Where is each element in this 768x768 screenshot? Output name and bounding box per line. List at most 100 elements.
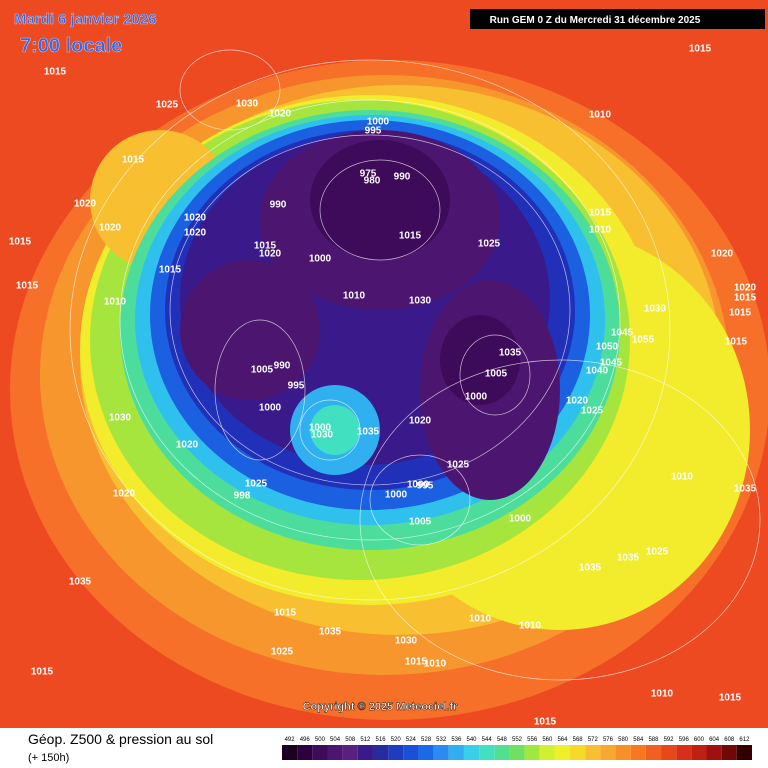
isobar-label: 1015	[399, 231, 422, 242]
isobar-label: 1030	[109, 413, 132, 424]
isobar-label: 1040	[586, 366, 609, 377]
isobar-label: 1050	[596, 342, 619, 353]
colorbar-cell	[418, 745, 434, 760]
isobar-label: 1015	[274, 608, 297, 619]
isobar-label: 1020	[74, 199, 97, 210]
colorbar-cell	[372, 745, 389, 760]
colorbar-label: 528	[421, 737, 432, 743]
isobar-label: 1000	[367, 117, 390, 128]
colorbar-label: 604	[709, 737, 720, 743]
colorbar-cell	[615, 745, 631, 760]
colorbar-cell	[554, 745, 571, 760]
colorbar-cell	[630, 745, 646, 760]
isobar-label: 995	[417, 481, 434, 492]
colorbar-label: 532	[436, 737, 447, 743]
isobar-label: 1015	[734, 293, 757, 304]
isobar-label: 1005	[485, 369, 508, 380]
colorbar-cell	[312, 745, 328, 760]
colorbar-cell	[448, 745, 464, 760]
time: 7:00 locale	[20, 35, 122, 57]
isobar-label: 1035	[734, 484, 757, 495]
isobar-label: 1010	[589, 110, 612, 121]
isobar-label: 1000	[259, 403, 282, 414]
copyright-box: Copyright © 2025 Meteociel.fr	[302, 701, 459, 713]
isobar-label: 1015	[589, 208, 612, 219]
isobar-label: 1010	[104, 297, 127, 308]
isobar-label: 1015	[9, 237, 32, 248]
colorbar-cell	[509, 745, 525, 760]
colorbar-cell	[494, 745, 510, 760]
isobar-label: 1045	[611, 328, 634, 339]
copyright: Copyright © 2025 Meteociel.fr	[303, 701, 459, 713]
colorbar-cell	[282, 745, 298, 760]
isobar-label: 1055	[632, 335, 655, 346]
isobar-label: 1015	[689, 44, 712, 55]
isobar-label: 1025	[271, 647, 294, 658]
colorbar-label: 592	[664, 737, 675, 743]
isobar-label: 1020	[711, 249, 734, 260]
colorbar-label: 524	[406, 737, 417, 743]
isobar-label: 1010	[343, 291, 366, 302]
footer-title: Géop. Z500 & pression au sol	[28, 731, 213, 747]
colorbar-cell	[661, 745, 677, 760]
colorbar-label: 504	[330, 737, 341, 743]
isobar-label: 1020	[184, 213, 207, 224]
colorbar-cell	[463, 745, 480, 760]
isobar-label: 1030	[409, 296, 432, 307]
colorbar-cell	[676, 745, 692, 760]
isobar-label: 1010	[651, 689, 674, 700]
isobar-label: 995	[288, 381, 305, 392]
colorbar-label: 564	[557, 737, 568, 743]
colorbar-cell	[585, 745, 601, 760]
colorbar-cell	[524, 745, 540, 760]
colorbar-cell	[388, 745, 404, 760]
isobar-label: 980	[364, 176, 381, 187]
isobar-label: 1045	[600, 358, 623, 369]
colorbar: 492 496 500 504 508 512 516 520 524 528 532 536 540 5…	[282, 737, 752, 760]
isobar-label: 1010	[671, 472, 694, 483]
colorbar-label: 576	[603, 737, 614, 743]
isobar-label: 1000	[309, 423, 332, 434]
isobar-label: 1025	[581, 406, 604, 417]
isobar-label: 1005	[251, 365, 274, 376]
isobar-label: 1020	[566, 396, 589, 407]
isobar-label: 1020	[259, 249, 282, 260]
colorbar-cell	[645, 745, 662, 760]
colorbar-label: 516	[376, 737, 387, 743]
isobar-label: 995	[365, 126, 382, 137]
colorbar-cell	[479, 745, 495, 760]
isobar-label: 1000	[509, 514, 532, 525]
isobar-label: 990	[394, 172, 411, 183]
colorbar-label: 572	[588, 737, 599, 743]
isobar-label: 1015	[44, 67, 67, 78]
isobar-label: 1000	[385, 490, 408, 501]
colorbar-cell	[327, 745, 343, 760]
colorbar-label: 568	[573, 737, 584, 743]
isobar-label: 998	[234, 491, 251, 502]
isobar-label: 1015	[31, 667, 54, 678]
isobar-label: 1030	[311, 430, 334, 441]
colorbar-label: 596	[679, 737, 690, 743]
isobar-label: 1025	[478, 239, 501, 250]
isobar-label: 1015	[729, 308, 752, 319]
colorbar-label: 544	[482, 737, 493, 743]
isobar-label: 1020	[113, 489, 136, 500]
isobar-label: 1005	[409, 517, 432, 528]
colorbar-label: 588	[648, 737, 659, 743]
isobar-label: 975	[360, 169, 377, 180]
colorbar-cell	[600, 745, 616, 760]
colorbar-label: 548	[497, 737, 508, 743]
isobar-label: 1015	[719, 693, 742, 704]
date: Mardi 6 janvier 2026	[14, 11, 157, 28]
colorbar-label: 580	[618, 737, 629, 743]
isobar-label: 1025	[156, 100, 179, 111]
isobar-label: 1015	[534, 717, 557, 728]
isobar-label: 1025	[646, 547, 669, 558]
run-box	[470, 9, 765, 29]
isobar-label: 1000	[465, 392, 488, 403]
colorbar-label: 612	[739, 737, 750, 743]
isobar-label: 1015	[725, 337, 748, 348]
colorbar-cell	[706, 745, 722, 760]
